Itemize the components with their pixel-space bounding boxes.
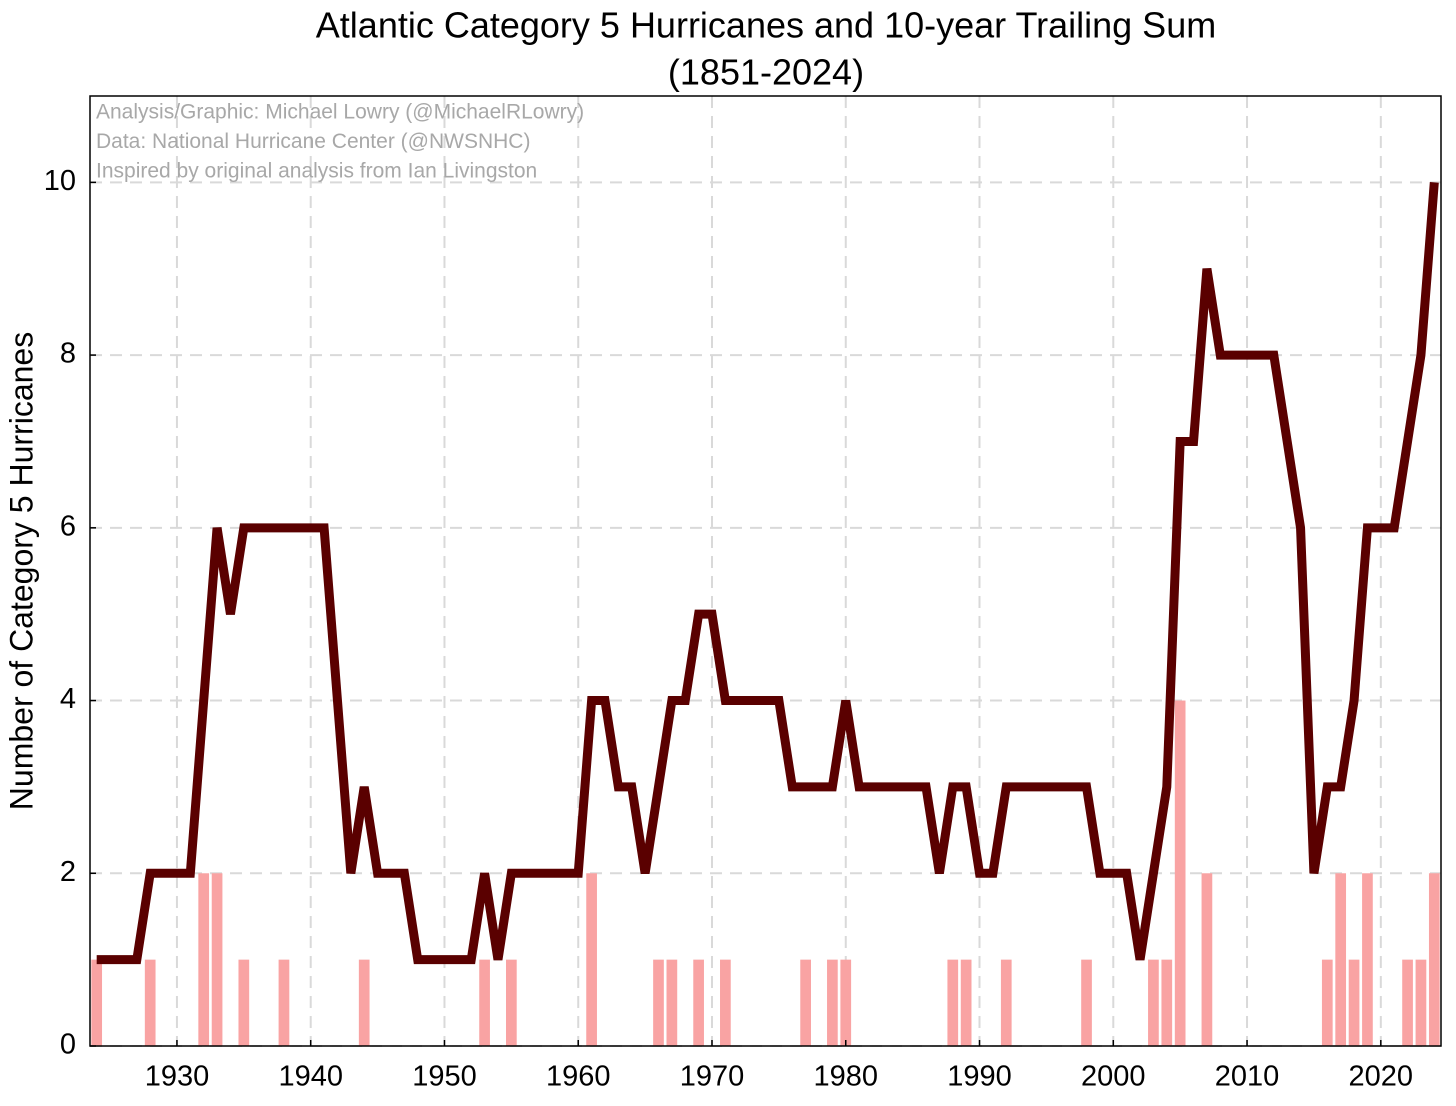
bar bbox=[1321, 959, 1333, 1046]
x-tick-label: 1960 bbox=[546, 1061, 611, 1093]
x-tick-label: 1930 bbox=[145, 1061, 210, 1093]
bar bbox=[1161, 959, 1173, 1046]
bar bbox=[506, 959, 517, 1046]
credit: Analysis/Graphic: Michael Lowry (@Michae… bbox=[96, 101, 584, 124]
bar bbox=[211, 873, 223, 1046]
bar bbox=[653, 959, 664, 1046]
y-tick-label: 4 bbox=[60, 683, 76, 715]
y-axis-label: Number of Category 5 Hurricanes bbox=[3, 332, 39, 810]
bar bbox=[1000, 959, 1012, 1046]
plot-frame bbox=[89, 95, 1442, 1047]
y-tick-label: 10 bbox=[44, 165, 76, 197]
bar bbox=[91, 959, 103, 1046]
bar bbox=[1415, 959, 1427, 1046]
credit: Data: National Hurricane Center (@NWSNHC… bbox=[96, 130, 530, 153]
lines bbox=[96, 182, 1439, 965]
bar bbox=[840, 959, 852, 1046]
grid bbox=[90, 96, 1441, 1047]
chart-subtitle: (1851-2024) bbox=[668, 52, 864, 93]
bar bbox=[1148, 959, 1159, 1046]
bar bbox=[1348, 959, 1360, 1046]
y-tick-label: 2 bbox=[60, 856, 76, 888]
bar bbox=[1428, 873, 1440, 1046]
bar bbox=[198, 873, 210, 1046]
credit: Inspired by original analysis from Ian L… bbox=[96, 160, 537, 183]
bar bbox=[1362, 873, 1373, 1046]
bar bbox=[238, 959, 250, 1046]
x-tick-label: 1980 bbox=[813, 1061, 878, 1093]
y-tick-label: 0 bbox=[60, 1029, 76, 1061]
x-tick-label: 2020 bbox=[1349, 1061, 1414, 1093]
bar bbox=[1081, 959, 1092, 1046]
bar bbox=[666, 959, 678, 1046]
bar bbox=[479, 959, 490, 1046]
chart-title: Atlantic Category 5 Hurricanes and 10-ye… bbox=[316, 5, 1216, 46]
bar bbox=[947, 959, 959, 1046]
bar bbox=[144, 959, 156, 1046]
x-tick-label: 1950 bbox=[412, 1061, 477, 1093]
bar bbox=[1335, 873, 1347, 1046]
bar bbox=[960, 959, 972, 1046]
x-tick-label: 2000 bbox=[1081, 1061, 1146, 1093]
x-tick-label: 2010 bbox=[1215, 1061, 1280, 1093]
labels: 1930 1940 1950 1960 1970 1980 1990 2000 2010 2020… bbox=[44, 101, 1413, 1093]
bar bbox=[1174, 700, 1186, 1046]
y-tick-label: 8 bbox=[60, 338, 76, 370]
bar bbox=[278, 959, 290, 1046]
x-tick-label: 1940 bbox=[278, 1061, 343, 1093]
x-tick-label: 1990 bbox=[947, 1061, 1012, 1093]
bar bbox=[693, 959, 704, 1046]
bars bbox=[91, 700, 1440, 1046]
bar bbox=[720, 959, 731, 1046]
bar bbox=[586, 873, 597, 1046]
y-tick-label: 6 bbox=[60, 510, 76, 542]
bar bbox=[1402, 959, 1413, 1046]
bar bbox=[358, 959, 370, 1046]
trailing-sum-line bbox=[96, 182, 1439, 965]
bar bbox=[800, 959, 811, 1046]
x-tick-label: 1970 bbox=[680, 1061, 745, 1093]
bar bbox=[827, 959, 838, 1046]
bar bbox=[1201, 873, 1213, 1046]
